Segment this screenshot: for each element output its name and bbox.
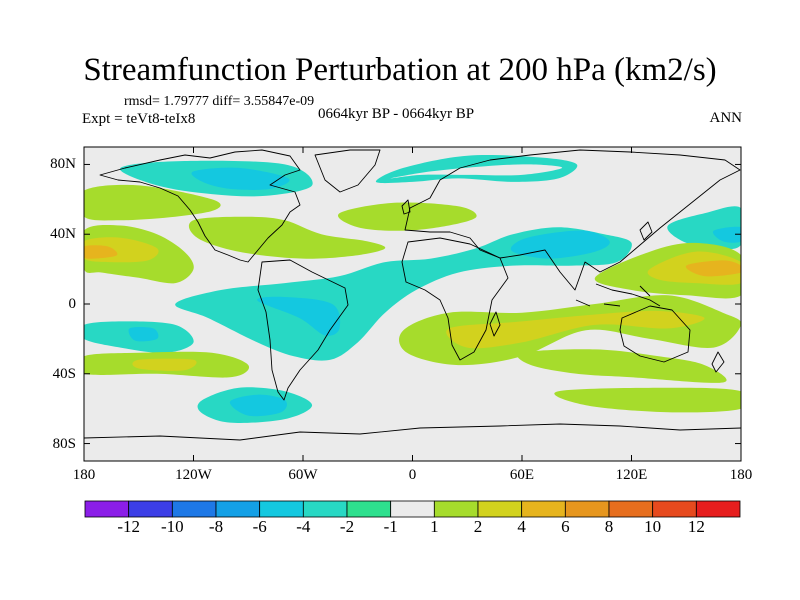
colorbar-label-7: 1 xyxy=(430,517,439,536)
colorbar-box-3 xyxy=(215,500,261,518)
coastline-africa xyxy=(401,237,509,361)
contour-region-6 xyxy=(191,167,290,190)
contour-region-16 xyxy=(84,245,118,259)
x-tick-label-5: 120E xyxy=(615,467,648,483)
contour-region-8 xyxy=(229,394,287,417)
coastline-new-zealand xyxy=(711,351,725,373)
x-tick-label-1: 120W xyxy=(175,467,212,483)
colorbar-box-8 xyxy=(433,500,479,518)
y-tick-label-4: 80S xyxy=(52,435,76,452)
contour-region-10 xyxy=(712,226,741,243)
colorbar-box-11 xyxy=(564,500,610,518)
colorbar-label-9: 4 xyxy=(517,517,526,536)
chart-title: Streamfunction Perturbation at 200 hPa (… xyxy=(83,52,717,88)
x-tick-label-4: 60E xyxy=(509,467,535,483)
coastline-south-america xyxy=(257,259,349,401)
contour-field xyxy=(84,155,741,423)
colorbar-box-5 xyxy=(302,500,348,518)
coastline-australia xyxy=(619,305,691,363)
y-tick-label-1: 40N xyxy=(50,226,76,243)
contour-region-12 xyxy=(128,327,159,342)
colorbar-label-3: -6 xyxy=(252,517,267,536)
coastlines xyxy=(84,149,741,441)
contour-region-4 xyxy=(390,164,563,179)
contour-region-18 xyxy=(337,202,477,231)
x-tick-label-0: 180 xyxy=(72,467,96,483)
colorbar-label-0: -12 xyxy=(117,517,140,536)
colorbar-box-9 xyxy=(477,500,523,518)
contour-region-17 xyxy=(188,216,386,259)
y-tick-label-2: 0 xyxy=(68,296,77,312)
axis-ticks xyxy=(83,147,742,461)
colorbar-box-13 xyxy=(652,500,697,518)
colorbar xyxy=(84,500,741,518)
rmsd-diff-text: rmsd= 1.79777 diff= 3.55847e-09 xyxy=(124,94,315,109)
colorbar-label-12: 10 xyxy=(644,517,662,536)
coastline-madagascar xyxy=(489,311,501,337)
y-tick-label-3: 40S xyxy=(52,365,76,382)
contour-region-25 xyxy=(132,358,197,371)
colorbar-box-0 xyxy=(84,500,130,518)
colorbar-label-13: 12 xyxy=(687,517,705,536)
contour-region-27 xyxy=(554,387,741,413)
period-label: 0664kyr BP - 0664kyr BP xyxy=(318,106,475,122)
colorbar-box-7 xyxy=(390,500,435,518)
colorbar-box-4 xyxy=(259,500,304,518)
contour-region-1 xyxy=(257,296,341,336)
experiment-label: Expt = teVt8-teIx8 xyxy=(82,111,196,127)
y-tick-label-0: 80N xyxy=(50,156,76,173)
contour-region-20 xyxy=(446,310,705,349)
colorbar-label-10: 6 xyxy=(561,517,570,536)
x-tick-label-6: 180 xyxy=(729,467,753,483)
x-tick-label-2: 60W xyxy=(288,467,318,483)
coastline-greenland xyxy=(314,149,381,193)
colorbar-box-1 xyxy=(128,500,173,518)
x-tick-label-3: 0 xyxy=(408,467,417,483)
contour-region-0 xyxy=(175,227,632,361)
coastline-maritime-continent xyxy=(575,283,661,307)
colorbar-box-12 xyxy=(608,500,654,518)
colorbar-box-6 xyxy=(346,500,392,518)
colorbar-box-2 xyxy=(171,500,217,518)
season-label: ANN xyxy=(709,110,743,126)
colorbar-label-4: -4 xyxy=(296,517,311,536)
colorbar-label-1: -10 xyxy=(160,517,184,536)
contour-region-26 xyxy=(517,349,727,383)
colorbar-box-14 xyxy=(695,500,741,518)
colorbar-box-10 xyxy=(521,500,566,518)
colorbar-label-8: 2 xyxy=(473,517,483,536)
coastline-antarctica xyxy=(84,423,741,441)
coastline-north-america xyxy=(99,149,301,263)
colorbar-label-5: -2 xyxy=(339,517,355,536)
contour-region-13 xyxy=(84,184,221,221)
coastline-british-isles xyxy=(401,199,411,215)
colorbar-label-2: -8 xyxy=(208,517,224,536)
colorbar-label-6: -1 xyxy=(383,517,398,536)
coastline-japan xyxy=(639,221,653,241)
contour-region-23 xyxy=(685,260,741,277)
colorbar-label-11: 8 xyxy=(604,517,614,536)
